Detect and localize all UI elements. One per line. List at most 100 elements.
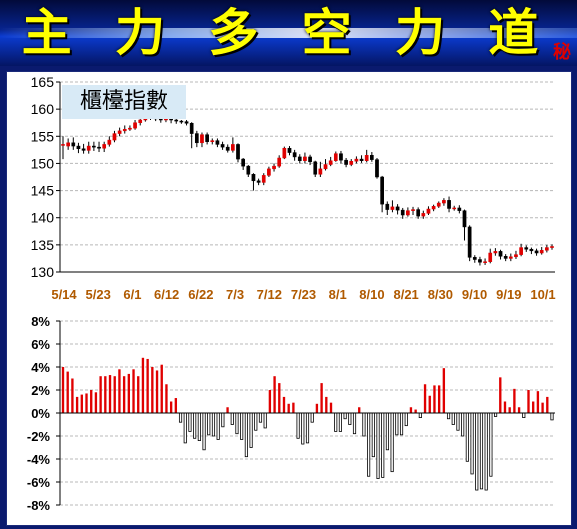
candle [406,210,410,216]
date-tick-label: 6/22 [188,287,213,302]
candle [112,133,117,141]
candle [385,203,390,210]
pct-bar [404,412,408,427]
pct-bar [141,357,145,413]
pct-bar [146,358,149,413]
pct-bar [202,412,206,451]
pct-bar [508,407,511,413]
pct-bar [305,412,310,444]
pct-bar [532,401,535,413]
candle [328,160,333,165]
candle [215,140,220,145]
pct-bar [183,412,187,444]
pct-bar [446,412,451,420]
pct-bar [268,390,272,413]
date-tick-label: 8/21 [393,287,418,302]
candle [205,134,209,142]
pct-bar [94,392,98,413]
pct-bar [118,369,121,413]
banner-char: 力 [114,4,165,62]
candle [529,248,534,252]
pct-tick-label: -6% [27,475,51,490]
banner-title: 主 力 多 空 力 道 [0,4,560,62]
pct-bar [244,412,248,458]
pct-tick-label: -4% [27,452,51,467]
pct-bar [85,393,88,413]
candle [261,175,266,183]
candle [493,251,498,254]
pct-bar [90,390,93,413]
candle [76,145,81,150]
candle [524,247,529,250]
banner-glow [0,28,577,38]
candle [292,152,297,158]
candle [488,252,493,262]
candle [375,159,379,178]
candle [71,142,76,147]
pct-bar [216,412,220,440]
index-chart-title: 櫃檯指數 [62,85,186,119]
pct-bar [132,369,135,413]
pct-bar [193,412,197,439]
candle [431,206,436,210]
candle [61,144,65,146]
candle [158,118,163,121]
pct-bar [470,412,474,475]
date-tick-label: 8/1 [329,287,347,302]
pct-bar [155,370,159,413]
pct-bar [240,412,244,440]
pct-bar [348,412,352,425]
pct-bar [334,412,338,432]
date-tick-label: 10/1 [530,287,555,302]
pct-bar [122,376,126,413]
candle [421,213,426,217]
candle [349,161,354,165]
pct-bar [418,412,422,418]
pct-bar [278,383,281,413]
candle [339,153,343,161]
pct-bar [263,412,267,429]
candle [508,256,513,259]
price-tick-label: 150 [31,155,55,171]
candle [447,200,451,209]
candle [354,158,359,162]
pct-bar [99,376,102,413]
candle [323,164,328,170]
banner-char: 力 [394,4,445,62]
candle [220,144,225,148]
banner: 主 力 多 空 力 道 秘 [0,0,577,66]
candle [436,202,441,207]
pct-bar [385,412,390,451]
candle [539,250,544,254]
banner-char: 空 [301,4,352,62]
candle [97,146,101,149]
pct-tick-label: 8% [31,314,50,329]
pct-bar [338,412,342,432]
pct-bar [475,412,479,491]
date-tick-label: 9/10 [462,287,487,302]
pct-bar [479,412,484,490]
candle [416,209,421,217]
pct-bar [456,412,460,431]
pct-bar [499,377,502,413]
pct-bar [315,403,319,413]
candle [81,148,86,151]
pct-bar [541,402,544,413]
pct-bar [80,394,83,413]
candle [86,145,91,151]
candle [287,147,292,153]
price-tick-label: 145 [31,183,55,199]
candle [66,142,70,147]
pct-bar [160,364,163,413]
pct-bar [174,398,178,413]
candle [369,155,374,160]
date-tick-label: 5/23 [86,287,111,302]
pct-bar [489,412,493,477]
pct-bar [188,412,192,432]
candle [442,200,446,204]
candle [210,140,215,142]
candle [380,176,384,205]
date-tick-label: 8/10 [359,287,384,302]
pct-bar [292,402,295,413]
date-tick-label: 5/14 [51,287,77,302]
